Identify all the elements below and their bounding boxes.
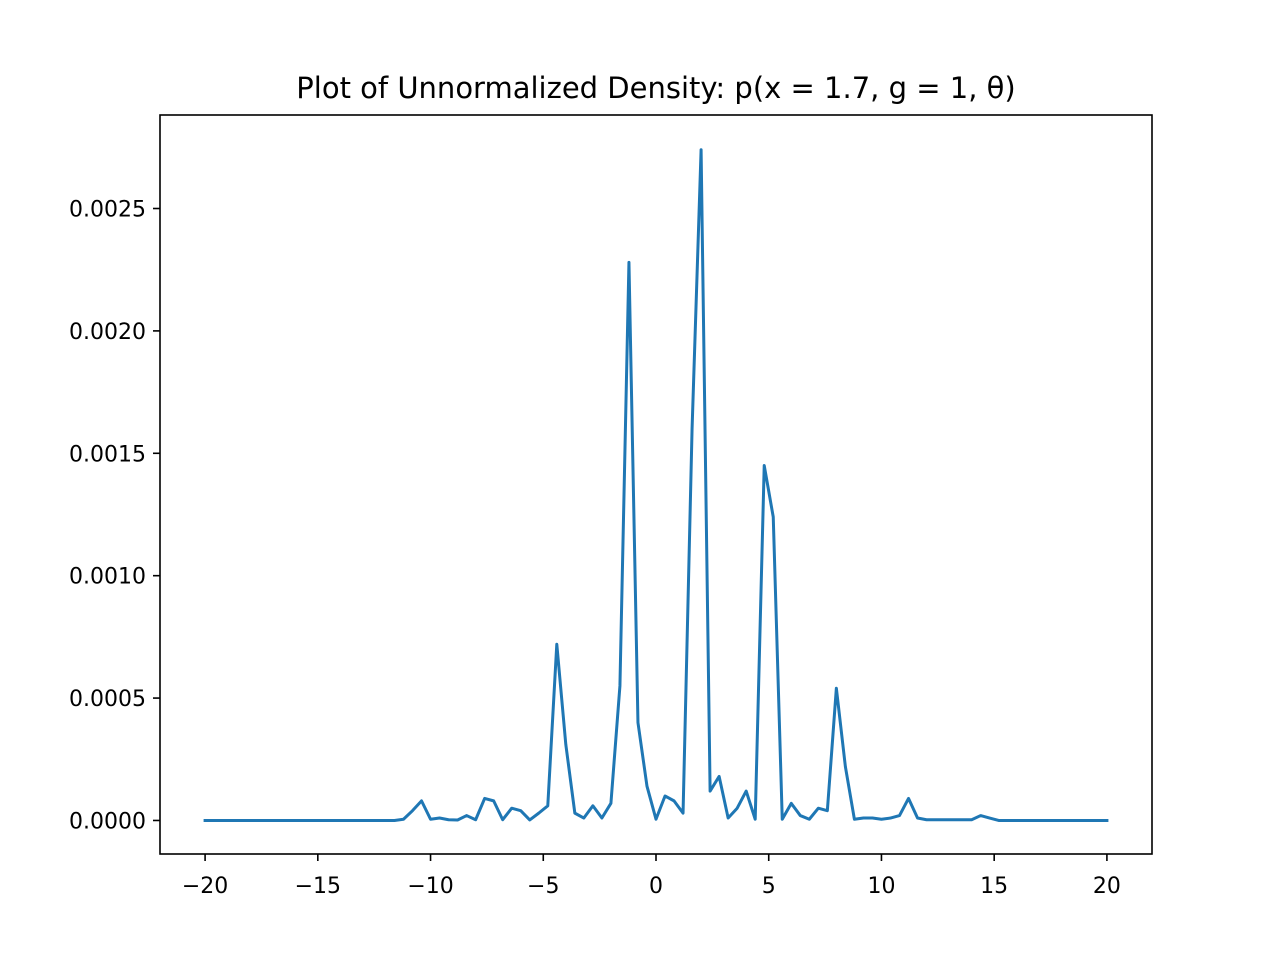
- y-axis: 0.0000 0.0005 0.0010 0.0015 0.0020 0.0025: [69, 198, 160, 834]
- axes-frame: [159, 114, 1153, 855]
- x-tick-label: −10: [407, 874, 453, 899]
- x-tick-label: 20: [1093, 874, 1121, 899]
- x-tick-label: 15: [980, 874, 1008, 899]
- x-tick-label: −20: [182, 874, 228, 899]
- y-tick-label: 0.0020: [69, 320, 146, 345]
- x-tick-label: 0: [649, 874, 663, 899]
- y-tick-label: 0.0025: [69, 198, 146, 223]
- plot-area: −20 −15 −10 −5 0 5 10 15 20 0.00000.00050.00100.…: [69, 114, 1153, 899]
- x-axis: −20 −15 −10 −5 0 5 10 15 20: [182, 854, 1121, 899]
- y-tick-label: 0.0005: [69, 687, 146, 712]
- x-tick-label: 5: [762, 874, 776, 899]
- x-tick-label: −15: [295, 874, 341, 899]
- series-line: [203, 148, 1109, 822]
- x-tick-label: −5: [527, 874, 559, 899]
- y-tick-label: 0.0015: [69, 442, 146, 467]
- y-tick-label: 0.0010: [69, 565, 146, 590]
- chart-title: Plot of Unnormalized Density: p(x = 1.7,…: [296, 71, 1015, 105]
- x-tick-label: 10: [867, 874, 895, 899]
- y-tick-label: 0.0000: [69, 809, 146, 834]
